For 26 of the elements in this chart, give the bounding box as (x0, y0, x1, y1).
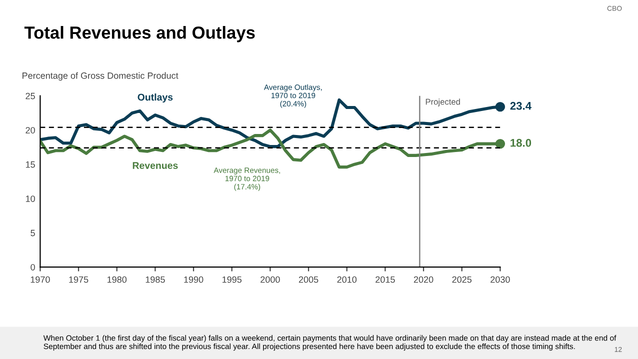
x-tick-label: 2030 (490, 276, 510, 283)
x-tick-label: 2020 (414, 276, 434, 283)
data-label: 18.0 (510, 138, 532, 147)
y-tick-label: 25 (26, 92, 35, 100)
x-tick-label: 2005 (298, 276, 318, 283)
x-tick-label: 1970 (30, 276, 50, 283)
y-tick-label: 15 (26, 161, 35, 168)
x-tick-label: 1995 (222, 276, 242, 283)
x-tick-label: 2015 (376, 276, 395, 283)
series-label: Outlays (138, 93, 173, 103)
y-axis-title: Percentage of Gross Domestic Product (22, 72, 178, 81)
x-tick-label: 1985 (146, 276, 165, 283)
y-tick-label: 0 (30, 264, 35, 270)
series-label: Revenues (132, 162, 178, 169)
chart-title: Total Revenues and Outlays (24, 26, 255, 42)
x-tick-label: 2010 (337, 276, 357, 283)
ref-line-label: Projected (426, 98, 460, 106)
x-tick-label: 2000 (260, 276, 280, 283)
x-tick-label: 2025 (452, 276, 472, 283)
y-tick-label: 20 (26, 127, 35, 134)
x-tick-label: 1975 (69, 276, 88, 283)
y-tick-label: 10 (26, 196, 35, 202)
x-tick-label: 1980 (108, 276, 127, 283)
data-label: 23.4 (510, 102, 532, 110)
x-tick-label: 1990 (184, 276, 204, 283)
y-tick-label: 5 (30, 230, 35, 236)
